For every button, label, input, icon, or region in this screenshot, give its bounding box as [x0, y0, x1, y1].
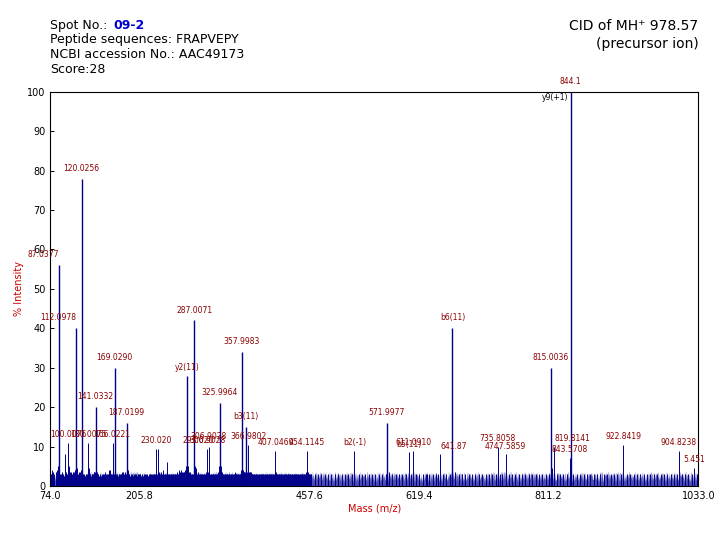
Text: 87.0377: 87.0377 — [27, 251, 59, 259]
Text: b2(-1): b2(-1) — [343, 437, 366, 447]
Text: 366.9802: 366.9802 — [230, 431, 266, 441]
Text: 815.0036: 815.0036 — [533, 353, 570, 362]
Text: Peptide sequences: FRAPVEPY: Peptide sequences: FRAPVEPY — [50, 33, 239, 46]
Text: 09-2: 09-2 — [114, 19, 145, 32]
Text: y9(+1): y9(+1) — [541, 93, 568, 102]
Text: b6(11): b6(11) — [440, 313, 465, 322]
Text: 454.1145: 454.1145 — [289, 437, 325, 447]
Y-axis label: % Intensity: % Intensity — [14, 261, 24, 316]
Text: 922.8419: 922.8419 — [606, 431, 642, 441]
Text: 611.0910: 611.0910 — [395, 437, 431, 447]
Text: 843.5708: 843.5708 — [552, 446, 588, 455]
Text: 141.0332: 141.0332 — [78, 392, 114, 401]
Text: 120.0256: 120.0256 — [63, 164, 99, 173]
Text: 187.0199: 187.0199 — [109, 408, 145, 417]
Text: 166.0221: 166.0221 — [94, 430, 130, 438]
Text: 641.87: 641.87 — [441, 442, 467, 450]
Text: 357.9983: 357.9983 — [223, 337, 260, 346]
Text: Score:28: Score:28 — [50, 63, 106, 76]
Text: 4747.5859: 4747.5859 — [485, 442, 526, 450]
Text: y2(11): y2(11) — [174, 363, 199, 372]
Text: 407.0469: 407.0469 — [257, 437, 294, 447]
Text: 306.9028: 306.9028 — [190, 431, 227, 441]
Text: 169.0290: 169.0290 — [96, 353, 132, 362]
Text: 100.0075: 100.0075 — [50, 430, 86, 438]
Text: Spot No.:: Spot No.: — [50, 19, 112, 32]
Text: 844.1: 844.1 — [560, 77, 582, 86]
Text: NCBI accession No.: AAC49173: NCBI accession No.: AAC49173 — [50, 48, 245, 61]
Text: (precursor ion): (precursor ion) — [595, 37, 698, 51]
Text: CID of MH⁺ 978.57: CID of MH⁺ 978.57 — [570, 19, 698, 33]
Text: 325.9964: 325.9964 — [202, 388, 238, 397]
Text: 904.8238: 904.8238 — [661, 437, 697, 447]
Text: 130.0075: 130.0075 — [70, 430, 107, 438]
Text: 287.0071: 287.0071 — [176, 306, 212, 314]
Text: 230.020: 230.020 — [140, 436, 171, 444]
Text: 306.9028: 306.9028 — [189, 436, 225, 444]
Text: b3(11): b3(11) — [233, 412, 258, 421]
Text: 5.451: 5.451 — [683, 455, 705, 464]
Text: 735.8058: 735.8058 — [480, 434, 516, 443]
Text: 571.9977: 571.9977 — [369, 408, 405, 417]
X-axis label: Mass (m/z): Mass (m/z) — [348, 504, 401, 514]
Text: b5(11): b5(11) — [397, 440, 422, 449]
Text: 293.020: 293.020 — [183, 436, 214, 444]
Text: 819.8141: 819.8141 — [554, 434, 590, 443]
Text: 112.0978: 112.0978 — [40, 313, 76, 322]
